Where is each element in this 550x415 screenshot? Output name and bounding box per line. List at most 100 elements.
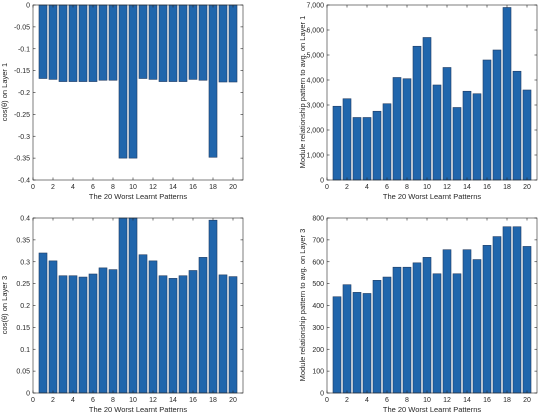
bar-top-right-14 [462,90,472,181]
x-axis-label: The 20 Worst Learnt Patterns [89,405,187,414]
y-tick-label: -0.2 [18,90,30,97]
bar-bottom-left-13 [158,275,168,394]
x-tick-label: 20 [523,397,531,404]
x-tick-label: 0 [325,397,329,404]
bar-bottom-right-9 [412,262,422,394]
x-tick-label: 12 [443,397,451,404]
x-tick-label: 8 [111,184,115,191]
x-tick-label: 2 [345,397,349,404]
bar-bottom-left-9 [118,217,128,394]
y-axis-label: cos(θ) on Layer 1 [0,63,9,121]
bar-bottom-right-10 [422,257,432,394]
x-tick-label: 6 [91,184,95,191]
y-tick-label: -0.05 [14,24,30,31]
x-tick-label: 2 [345,184,349,191]
bar-bottom-right-18 [502,226,512,394]
bar-top-left-10 [128,4,138,159]
bar-top-left-18 [208,4,218,158]
chart-top-left: 0 2 4 6 8 10 12 14 16 18 20 0 -0.05 -0.1 -0.15 -0.2 -0.2… [0,3,244,201]
x-tick-label: 14 [169,397,177,404]
bar-top-right-1 [332,105,342,181]
x-tick-label: 6 [385,184,389,191]
y-tick-label: -0.25 [14,112,30,119]
chart-bottom-right: 0 2 4 6 8 10 12 14 16 18 2001002003004005006007008… [298,216,538,414]
plot-area [327,5,537,180]
bar-top-right-3 [352,117,362,181]
bar-bottom-right-6 [382,276,392,394]
bar-top-right-13 [452,107,462,181]
y-tick-label: 0.35 [16,237,30,244]
x-tick-label: 18 [503,397,511,404]
x-tick-label: 16 [189,397,197,404]
y-tick-label: 0.3 [20,259,30,266]
bar-top-left-11 [138,4,148,79]
x-tick-label: 10 [423,397,431,404]
bar-top-right-16 [482,59,492,181]
bar-bottom-right-7 [392,266,402,394]
bar-bottom-left-11 [138,254,148,394]
bar-bottom-right-11 [432,273,442,394]
bar-bottom-left-8 [108,269,118,394]
plot-area [327,218,537,393]
x-tick-label: 10 [129,397,137,404]
y-tick-label: 500 [312,281,324,288]
y-tick-label: 600 [312,259,324,266]
y-axis-label: cos(θ) on Layer 3 [0,276,9,334]
bar-top-right-17 [492,49,502,181]
x-tick-label: 8 [111,397,115,404]
bar-bottom-right-1 [332,296,342,394]
x-tick-label: 4 [365,184,369,191]
bar-bottom-right-12 [442,249,452,394]
bar-top-left-19 [218,4,228,83]
y-tick-label: 0 [26,3,30,10]
bar-top-left-3 [58,4,68,82]
x-tick-label: 8 [405,397,409,404]
y-tick-label: 0 [320,391,324,398]
x-tick-label: 0 [31,397,35,404]
bar-bottom-left-12 [148,260,158,394]
bar-top-right-9 [412,45,422,181]
plot-area [33,218,243,393]
x-tick-label: 20 [523,184,531,191]
bar-bottom-left-3 [58,275,68,394]
y-tick-label: 5,000 [306,53,324,60]
bar-top-left-13 [158,4,168,82]
bar-bottom-left-5 [78,276,88,394]
x-tick-label: 6 [91,397,95,404]
bar-top-left-17 [198,4,208,81]
x-tick-label: 10 [129,184,137,191]
x-tick-label: 20 [229,184,237,191]
x-tick-label: 4 [365,397,369,404]
bar-top-right-6 [382,103,392,181]
y-tick-label: 0.05 [16,369,30,376]
bar-top-left-4 [68,4,78,82]
y-tick-label: 4,000 [306,78,324,85]
bar-top-left-9 [118,4,128,159]
x-tick-label: 4 [71,184,75,191]
bar-bottom-left-6 [88,273,98,394]
x-tick-label: 16 [483,184,491,191]
bar-bottom-left-19 [218,274,228,394]
x-axis-label: The 20 Worst Learnt Patterns [89,192,187,201]
y-axis-label: Module relationship pattern to avg. on L… [298,229,307,382]
y-tick-label: 0 [320,178,324,185]
y-tick-label: -0.4 [18,178,30,185]
bar-top-right-7 [392,77,402,181]
bar-bottom-left-10 [128,217,138,394]
bar-bottom-right-20 [522,246,532,394]
y-tick-label: -0.15 [14,68,30,75]
chart-bottom-left: 0 2 4 6 8 10 12 14 16 18 20 0 0.05 0.1 0.15 0.2 0.25 0.3 0… [0,216,244,414]
bar-top-right-10 [422,37,432,181]
y-tick-label: 700 [312,237,324,244]
plot-area [33,5,243,180]
bar-bottom-right-4 [362,293,372,394]
bar-top-left-12 [148,4,158,80]
x-tick-label: 0 [31,184,35,191]
x-tick-label: 4 [71,397,75,404]
chart-top-right: 0 2 4 6 8 10 12 14 16 18 20 0 1,000 2,000 3,000 4,000 5,… [298,3,538,201]
bar-bottom-left-2 [48,260,58,394]
x-tick-label: 2 [51,184,55,191]
y-tick-label: 0.2 [20,303,30,310]
bar-bottom-left-17 [198,257,208,394]
x-tick-label: 8 [405,184,409,191]
